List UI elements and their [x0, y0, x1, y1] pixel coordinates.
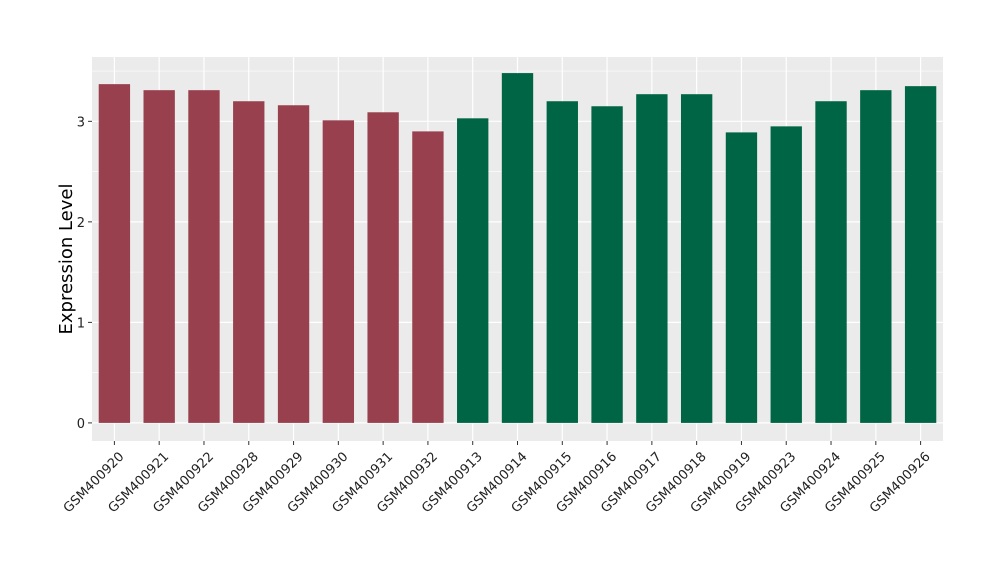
bar-GSM400917 [636, 94, 668, 423]
bar-GSM400919 [725, 132, 758, 423]
bar-GSM400921 [143, 90, 175, 423]
bar-GSM400925 [860, 90, 892, 423]
bar-GSM400920 [98, 84, 131, 423]
bar-GSM400913 [457, 118, 489, 423]
y-tick-label: 2 [77, 216, 85, 231]
bar-GSM400916 [591, 106, 623, 423]
bar-GSM400924 [815, 101, 847, 423]
bar-GSM400931 [367, 112, 399, 423]
bar-GSM400918 [680, 94, 713, 423]
bars [98, 73, 937, 423]
y-axis-label: Expression Level [56, 184, 77, 335]
bar-GSM400928 [233, 101, 265, 423]
bar-GSM400915 [546, 101, 578, 423]
bar-GSM400930 [322, 120, 355, 423]
bar-GSM400932 [412, 131, 444, 423]
bar-GSM400926 [904, 86, 937, 423]
bar-GSM400929 [277, 105, 310, 423]
bar-GSM400922 [188, 90, 220, 423]
y-axis: 0 1 2 3 [77, 115, 92, 432]
x-axis: GSM400920GSM400921GSM400922GSM400928GSM4… [61, 441, 934, 516]
y-tick-label: 0 [77, 417, 85, 432]
y-tick-label: 3 [77, 115, 85, 130]
y-tick-label: 1 [77, 316, 85, 331]
bar-GSM400923 [770, 126, 802, 423]
bar-GSM400914 [501, 73, 534, 423]
